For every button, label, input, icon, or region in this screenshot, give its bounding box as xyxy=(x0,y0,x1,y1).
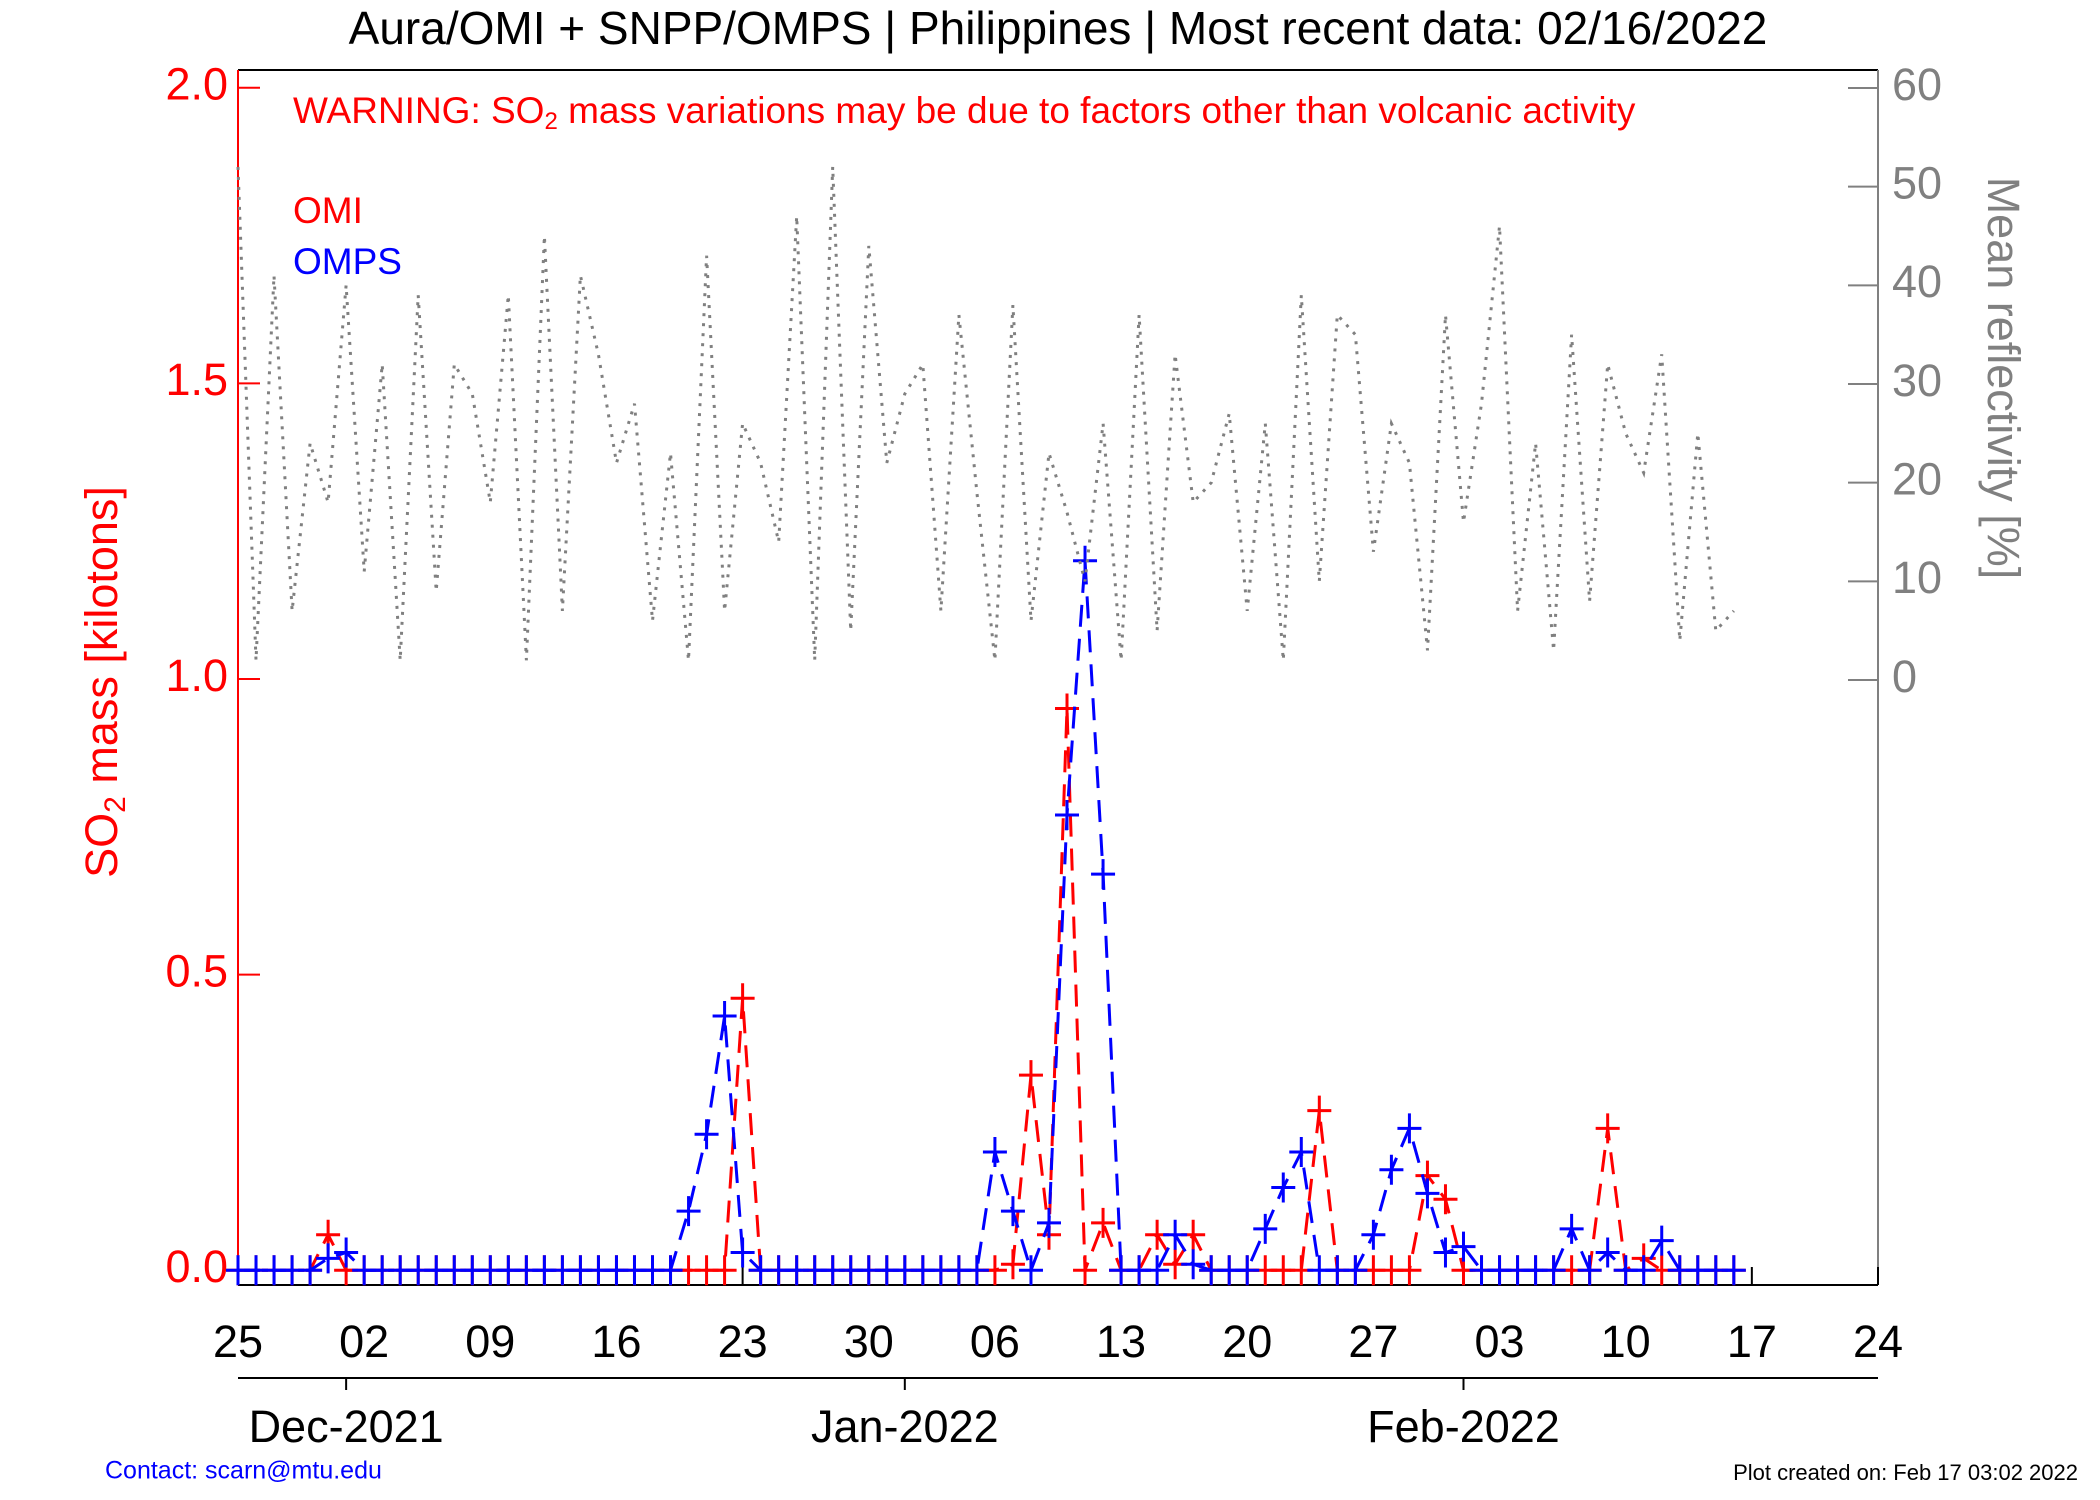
plus-marker xyxy=(1253,1213,1278,1244)
plus-marker xyxy=(658,1255,683,1286)
y-tick-label: 2.0 xyxy=(165,59,228,110)
plus-marker xyxy=(1451,1231,1476,1262)
x-tick-label: 25 xyxy=(213,1316,263,1367)
plus-marker xyxy=(1379,1154,1404,1185)
plus-marker xyxy=(1631,1255,1656,1286)
y2-tick-label: 60 xyxy=(1892,59,1942,110)
x-tick-label: 06 xyxy=(970,1316,1020,1367)
plus-marker xyxy=(1559,1213,1584,1244)
plus-marker xyxy=(730,983,755,1014)
plus-marker xyxy=(982,1136,1007,1167)
x-tick-label: 24 xyxy=(1853,1316,1903,1367)
plus-marker xyxy=(1343,1255,1368,1286)
y2-tick-label: 20 xyxy=(1892,454,1942,505)
plus-marker xyxy=(1433,1237,1458,1268)
y-label-sub: 2 xyxy=(99,796,132,813)
series-line xyxy=(238,560,1734,1275)
legend-entry: OMPS xyxy=(293,241,402,282)
plus-marker xyxy=(1271,1172,1296,1203)
y2-tick-label: 10 xyxy=(1892,552,1942,603)
x-tick-label: 03 xyxy=(1475,1316,1525,1367)
x-tick-label: 09 xyxy=(465,1316,515,1367)
plus-marker xyxy=(1018,1060,1043,1091)
y-tick-label: 0.5 xyxy=(165,945,228,996)
x-tick-label: 13 xyxy=(1096,1316,1146,1367)
y2-axis-label: Mean reflectivity [%] xyxy=(1978,177,2029,580)
x-tick-label: 27 xyxy=(1348,1316,1398,1367)
plus-marker xyxy=(1307,1095,1332,1126)
plus-marker xyxy=(1018,1255,1043,1286)
plus-marker xyxy=(1163,1219,1188,1250)
y2-tick-label: 30 xyxy=(1892,355,1942,406)
x-tick-label: 10 xyxy=(1601,1316,1651,1367)
plus-marker xyxy=(1649,1225,1674,1256)
plus-marker xyxy=(1721,1255,1746,1286)
legend-entry: OMI xyxy=(293,190,363,231)
y2-tick-label: 0 xyxy=(1892,651,1917,702)
x-tick-label: 20 xyxy=(1222,1316,1272,1367)
plus-marker xyxy=(334,1237,359,1268)
month-label: Jan-2022 xyxy=(811,1401,999,1452)
plus-marker xyxy=(1595,1113,1620,1144)
x-tick-label: 23 xyxy=(718,1316,768,1367)
y2-tick-label: 40 xyxy=(1892,256,1942,307)
plus-marker xyxy=(1415,1178,1440,1209)
x-tick-label: 17 xyxy=(1727,1316,1777,1367)
plus-marker xyxy=(1289,1136,1314,1167)
x-tick-label: 02 xyxy=(339,1316,389,1367)
plus-marker xyxy=(1235,1255,1260,1286)
plus-marker xyxy=(1036,1207,1061,1238)
plus-marker xyxy=(1397,1113,1422,1144)
warning-sub: 2 xyxy=(544,108,557,135)
plus-marker xyxy=(1073,1255,1098,1286)
y-tick-label: 0.0 xyxy=(165,1241,228,1292)
warning-suffix: mass variations may be due to factors ot… xyxy=(558,90,1636,131)
series-line xyxy=(236,166,1735,661)
created-note: Plot created on: Feb 17 03:02 2022 xyxy=(1733,1460,2078,1485)
plus-marker xyxy=(676,1196,701,1227)
plus-marker xyxy=(316,1243,341,1274)
x-tick-label: 16 xyxy=(591,1316,641,1367)
plus-marker xyxy=(1000,1249,1025,1280)
plus-marker xyxy=(1091,1207,1116,1238)
plus-marker xyxy=(712,1000,737,1031)
x-tick-label: 30 xyxy=(844,1316,894,1367)
chart-title: Aura/OMI + SNPP/OMPS | Philippines | Mos… xyxy=(349,2,1768,54)
month-label: Dec-2021 xyxy=(249,1401,444,1452)
plus-marker xyxy=(1181,1249,1206,1280)
y-tick-label: 1.0 xyxy=(165,650,228,701)
y-tick-label: 1.5 xyxy=(165,354,228,405)
plus-marker xyxy=(1361,1219,1386,1250)
y2-tick-label: 50 xyxy=(1892,158,1942,209)
contact: Contact: scarn@mtu.edu xyxy=(105,1457,382,1485)
series-line xyxy=(238,708,1734,1273)
warning-prefix: WARNING: SO xyxy=(293,90,544,131)
plus-marker xyxy=(1541,1255,1566,1286)
plus-marker xyxy=(1397,1255,1422,1286)
y-axis-label: SO2 mass [kilotons] xyxy=(76,486,132,878)
y-label-suffix: mass [kilotons] xyxy=(76,486,127,796)
plus-marker xyxy=(964,1255,989,1286)
plus-marker xyxy=(1577,1255,1602,1286)
plus-marker xyxy=(1433,1184,1458,1215)
plus-marker xyxy=(1595,1237,1620,1268)
plus-marker xyxy=(1055,799,1080,830)
plus-marker xyxy=(1145,1255,1170,1286)
warning: WARNING: SO2 mass variations may be due … xyxy=(293,90,1636,136)
month-label: Feb-2022 xyxy=(1367,1401,1560,1452)
plus-marker xyxy=(298,1255,323,1286)
plus-marker xyxy=(712,1255,737,1286)
plus-marker xyxy=(1091,859,1116,890)
plus-marker xyxy=(1000,1196,1025,1227)
plus-marker xyxy=(694,1119,719,1150)
y-label-prefix: SO xyxy=(76,813,127,878)
plus-marker xyxy=(730,1237,755,1268)
